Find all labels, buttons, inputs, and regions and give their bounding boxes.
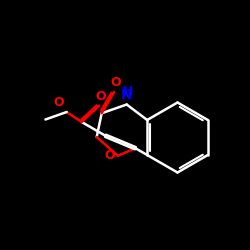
Text: O: O xyxy=(95,90,106,103)
Text: H: H xyxy=(123,85,133,98)
Text: O: O xyxy=(110,76,121,90)
Text: O: O xyxy=(54,96,64,109)
Text: O: O xyxy=(104,149,115,162)
Text: N: N xyxy=(121,88,132,102)
